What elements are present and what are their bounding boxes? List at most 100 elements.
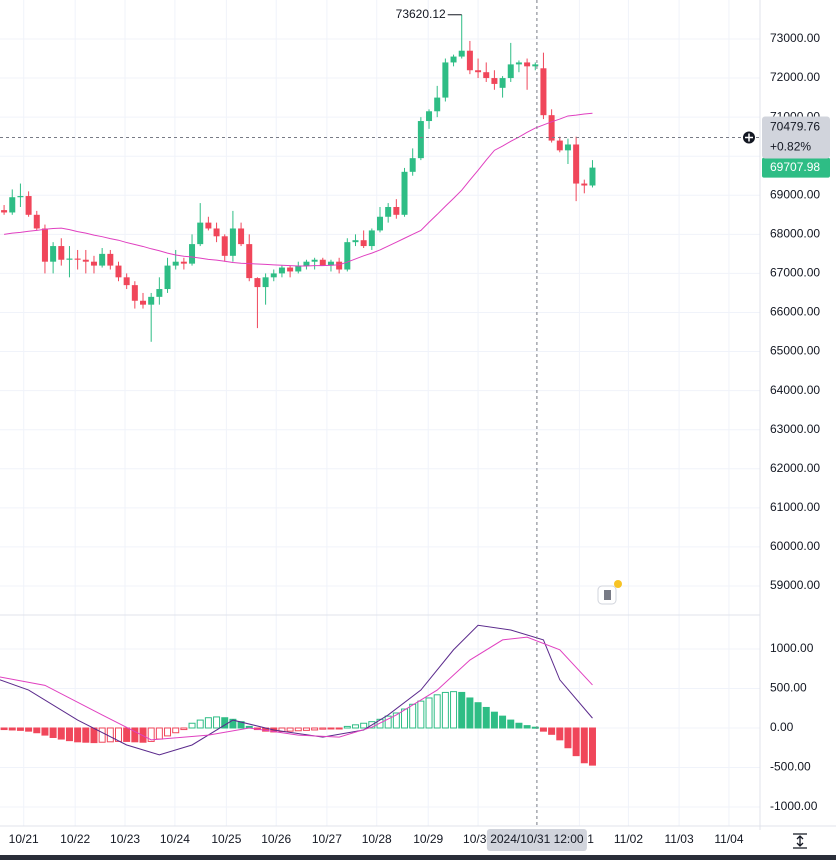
- y-tick-label: 63000.00: [770, 422, 820, 436]
- y-tick-label: 59000.00: [770, 578, 820, 592]
- max-label: 73620.12: [396, 7, 446, 21]
- histogram-bar: [482, 706, 490, 729]
- histogram-bar: [302, 727, 310, 731]
- note-icon[interactable]: [597, 580, 622, 605]
- candle-body: [524, 62, 531, 67]
- histogram-bar: [114, 727, 122, 742]
- candle-body: [401, 171, 408, 215]
- candle-body: [99, 253, 106, 266]
- candle-body: [107, 253, 114, 266]
- histogram-bar: [286, 727, 294, 732]
- note-icon-dot: [614, 580, 622, 588]
- histogram-bar: [139, 727, 147, 743]
- histogram-bar: [98, 727, 106, 743]
- macd-line: [0, 624, 593, 756]
- y-tick-label: 500.00: [770, 681, 807, 695]
- candle-body: [246, 244, 253, 279]
- candle-body: [409, 158, 416, 172]
- candle-body: [377, 216, 383, 231]
- candle-body: [327, 261, 334, 266]
- candle-body: [548, 115, 555, 141]
- histogram-bar: [131, 727, 139, 743]
- histogram-bar: [147, 727, 155, 742]
- histogram-bar: [327, 727, 335, 730]
- macd-line: [0, 636, 593, 741]
- histogram-bar: [466, 697, 474, 729]
- plot: [0, 14, 596, 766]
- candle-body: [1, 210, 8, 213]
- x-tick-label: 11/03: [665, 832, 694, 846]
- candle-body: [58, 246, 65, 260]
- candle-body: [385, 206, 392, 217]
- candle-body: [311, 259, 318, 262]
- histogram-bar: [409, 703, 417, 729]
- histogram-bar: [351, 724, 359, 729]
- candle-body: [115, 265, 122, 278]
- crosshair-price-label: 70479.76: [770, 120, 820, 134]
- histogram-bar: [49, 727, 57, 738]
- crosshair-change-label: +0.82%: [770, 140, 811, 154]
- y-tick-label: -500.00: [770, 760, 811, 774]
- x-tick-label: 10/26: [261, 832, 291, 846]
- candle-body: [254, 278, 261, 288]
- candle-body: [205, 222, 212, 229]
- candle-body: [66, 258, 73, 260]
- histogram-bar: [515, 722, 523, 729]
- y-tick-label: 61000.00: [770, 500, 820, 514]
- candle-body: [238, 228, 245, 245]
- moving-average: [4, 112, 593, 267]
- histogram-bar: [65, 727, 73, 742]
- candle-body: [352, 240, 359, 243]
- candle-body: [417, 121, 424, 159]
- candle-body: [197, 222, 204, 245]
- y-tick-label: 73000.00: [770, 31, 820, 45]
- histogram-bar: [556, 727, 564, 741]
- candle-body: [229, 228, 236, 256]
- histogram-bar: [360, 722, 368, 729]
- scale-toggle[interactable]: [793, 833, 807, 849]
- histogram-bar: [580, 727, 588, 764]
- histogram-bar: [490, 711, 498, 729]
- candle-body: [556, 140, 563, 151]
- histogram-bar: [531, 726, 539, 729]
- histogram-bar: [213, 716, 221, 729]
- histogram-bar: [564, 727, 572, 749]
- candle-body: [368, 230, 375, 247]
- histogram-bar: [450, 691, 458, 729]
- x-tick-label: 10/29: [413, 832, 443, 846]
- histogram-bar: [335, 727, 343, 730]
- histogram-bar: [499, 715, 507, 729]
- histogram-bar: [16, 727, 24, 731]
- candle-body: [426, 111, 433, 122]
- histogram-bar: [343, 725, 351, 729]
- x-tick-label: 10/21: [9, 832, 39, 846]
- candle-body: [156, 289, 163, 297]
- candle-body: [90, 261, 97, 266]
- candle-body: [221, 236, 228, 256]
- candle-body: [540, 68, 547, 116]
- y-tick-label: 69000.00: [770, 187, 820, 201]
- y-tick-label: 62000.00: [770, 461, 820, 475]
- candle-body: [9, 197, 16, 213]
- candle-body: [33, 214, 40, 229]
- histogram-bar: [294, 727, 302, 732]
- candle-body: [434, 97, 441, 112]
- candle-body: [515, 62, 522, 65]
- candle-body: [189, 244, 196, 264]
- histogram-bar: [172, 727, 180, 734]
- candle-body: [41, 228, 48, 262]
- x-tick-label: 10/24: [160, 832, 190, 846]
- candle-body: [336, 261, 343, 270]
- candle-body: [589, 167, 596, 186]
- candle-body: [303, 261, 310, 266]
- candle-body: [213, 228, 220, 237]
- candle-body: [278, 267, 285, 274]
- candle-body: [458, 50, 465, 57]
- histogram-bar: [523, 725, 531, 729]
- histogram-bar: [384, 715, 392, 729]
- y-tick-label: 68000.00: [770, 227, 820, 241]
- y-tick-label: 65000.00: [770, 344, 820, 358]
- histogram-bar: [196, 719, 204, 729]
- candle-body: [50, 246, 57, 262]
